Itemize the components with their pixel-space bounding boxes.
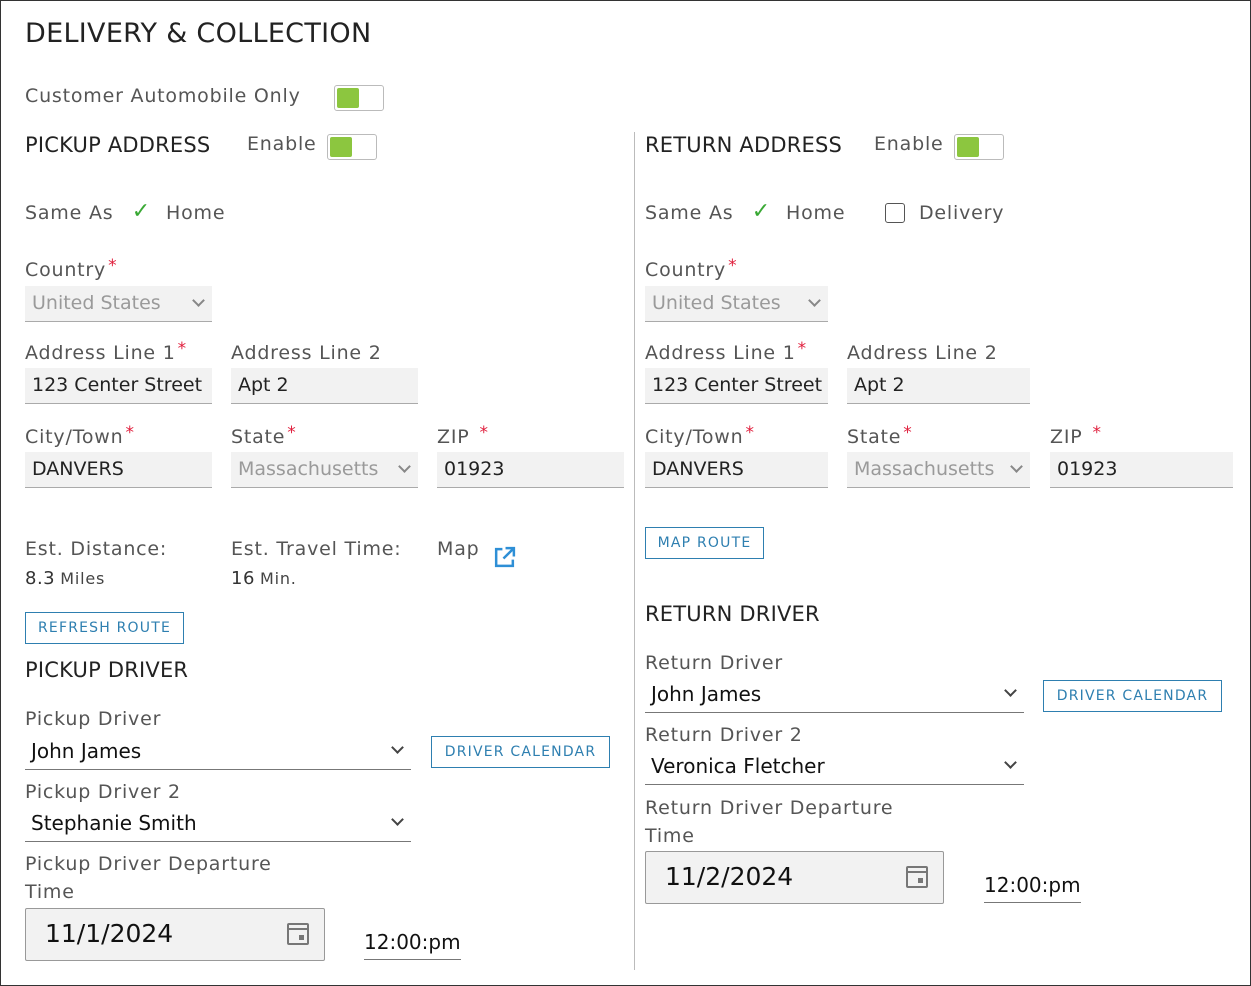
chevron-down-icon bbox=[192, 294, 205, 307]
return-departure-label: Return Driver Departure bbox=[645, 797, 894, 819]
pickup-address-title: PICKUP ADDRESS bbox=[25, 133, 211, 157]
pickup-country-label: Country * bbox=[25, 256, 118, 281]
customer-auto-only-toggle[interactable] bbox=[334, 85, 384, 111]
pickup-address1-input[interactable]: 123 Center Street bbox=[25, 368, 212, 404]
return-home-label: Home bbox=[786, 202, 846, 224]
pickup-state-label: State * bbox=[231, 423, 297, 448]
return-departure-label-line2: Time bbox=[645, 825, 695, 847]
pickup-driver-label: Pickup Driver bbox=[25, 708, 162, 730]
est-travel-label: Est. Travel Time: bbox=[231, 538, 402, 560]
return-enable-toggle[interactable] bbox=[954, 134, 1004, 160]
pickup-driver-calendar-button[interactable]: DRIVER CALENDAR bbox=[431, 736, 610, 768]
pickup-departure-label: Pickup Driver Departure bbox=[25, 853, 272, 875]
return-address1-input[interactable]: 123 Center Street bbox=[645, 368, 828, 404]
external-link-icon[interactable] bbox=[492, 545, 517, 570]
return-address1-label: Address Line 1 * bbox=[645, 339, 807, 364]
pickup-departure-label-line2: Time bbox=[25, 881, 75, 903]
pickup-enable-label: Enable bbox=[247, 133, 317, 155]
chevron-down-icon bbox=[391, 813, 404, 826]
required-marker: * bbox=[745, 423, 755, 443]
return-address2-label: Address Line 2 bbox=[847, 342, 998, 364]
refresh-route-button[interactable]: REFRESH ROUTE bbox=[25, 612, 184, 644]
required-marker: * bbox=[125, 423, 135, 443]
required-marker: * bbox=[108, 256, 118, 276]
pickup-zip-label: ZIP * bbox=[437, 423, 489, 448]
pickup-zip-input[interactable]: 01923 bbox=[437, 452, 624, 488]
return-enable-label: Enable bbox=[874, 133, 944, 155]
required-marker: * bbox=[479, 423, 489, 443]
return-state-select[interactable]: Massachusetts bbox=[847, 452, 1030, 488]
return-same-as-label: Same As bbox=[645, 202, 734, 224]
return-city-input[interactable]: DANVERS bbox=[645, 452, 828, 488]
return-home-checkbox[interactable]: ✓ bbox=[751, 199, 771, 224]
required-marker: * bbox=[797, 339, 807, 359]
est-distance-label: Est. Distance: bbox=[25, 538, 168, 560]
pickup-driver-select[interactable]: John James bbox=[25, 730, 411, 770]
check-icon: ✓ bbox=[131, 199, 151, 224]
calendar-icon[interactable] bbox=[906, 866, 928, 888]
return-zip-input[interactable]: 01923 bbox=[1050, 452, 1233, 488]
required-marker: * bbox=[287, 423, 297, 443]
return-state-label: State * bbox=[847, 423, 913, 448]
map-label: Map bbox=[437, 538, 480, 560]
return-address-title: RETURN ADDRESS bbox=[645, 133, 843, 157]
column-divider bbox=[634, 132, 635, 970]
return-country-select[interactable]: United States bbox=[645, 286, 828, 322]
pickup-address2-label: Address Line 2 bbox=[231, 342, 382, 364]
customer-auto-only-label: Customer Automobile Only bbox=[25, 85, 301, 107]
required-marker: * bbox=[1092, 423, 1102, 443]
pickup-address1-label: Address Line 1 * bbox=[25, 339, 187, 364]
return-driver-label: Return Driver bbox=[645, 652, 783, 674]
return-zip-label: ZIP * bbox=[1050, 423, 1102, 448]
chevron-down-icon bbox=[808, 294, 821, 307]
pickup-country-select[interactable]: United States bbox=[25, 286, 212, 322]
pickup-same-as-label: Same As bbox=[25, 202, 114, 224]
pickup-city-label: City/Town * bbox=[25, 423, 135, 448]
calendar-icon[interactable] bbox=[287, 923, 309, 945]
pickup-home-checkbox[interactable]: ✓ bbox=[131, 199, 151, 224]
return-driver-title: RETURN DRIVER bbox=[645, 602, 820, 626]
required-marker: * bbox=[177, 339, 187, 359]
pickup-driver-title: PICKUP DRIVER bbox=[25, 658, 189, 682]
return-country-label: Country * bbox=[645, 256, 738, 281]
map-route-button[interactable]: MAP ROUTE bbox=[645, 527, 764, 559]
pickup-city-input[interactable]: DANVERS bbox=[25, 452, 212, 488]
chevron-down-icon bbox=[1004, 684, 1017, 697]
est-travel-value: 16 Min. bbox=[231, 568, 297, 589]
return-departure-time-input[interactable]: 12:00:pm bbox=[984, 869, 1081, 903]
return-driver2-label: Return Driver 2 bbox=[645, 724, 803, 746]
pickup-departure-time-input[interactable]: 12:00:pm bbox=[364, 926, 461, 960]
pickup-driver2-select[interactable]: Stephanie Smith bbox=[25, 802, 411, 842]
chevron-down-icon bbox=[1004, 756, 1017, 769]
check-icon: ✓ bbox=[751, 199, 771, 224]
required-marker: * bbox=[728, 256, 738, 276]
return-driver-calendar-button[interactable]: DRIVER CALENDAR bbox=[1043, 680, 1222, 712]
pickup-departure-date-input[interactable]: 11/1/2024 bbox=[25, 908, 325, 961]
pickup-driver2-label: Pickup Driver 2 bbox=[25, 781, 181, 803]
pickup-state-select[interactable]: Massachusetts bbox=[231, 452, 418, 488]
pickup-home-label: Home bbox=[166, 202, 226, 224]
page-title: DELIVERY & COLLECTION bbox=[25, 18, 372, 49]
return-delivery-checkbox[interactable] bbox=[885, 203, 905, 223]
return-delivery-label: Delivery bbox=[919, 202, 1005, 224]
return-driver-select[interactable]: John James bbox=[645, 673, 1024, 713]
return-driver2-select[interactable]: Veronica Fletcher bbox=[645, 745, 1024, 785]
return-city-label: City/Town * bbox=[645, 423, 755, 448]
chevron-down-icon bbox=[391, 741, 404, 754]
pickup-address2-input[interactable]: Apt 2 bbox=[231, 368, 418, 404]
required-marker: * bbox=[903, 423, 913, 443]
return-address2-input[interactable]: Apt 2 bbox=[847, 368, 1030, 404]
est-distance-value: 8.3 Miles bbox=[25, 568, 106, 589]
return-departure-date-input[interactable]: 11/2/2024 bbox=[645, 851, 944, 904]
pickup-enable-toggle[interactable] bbox=[327, 134, 377, 160]
